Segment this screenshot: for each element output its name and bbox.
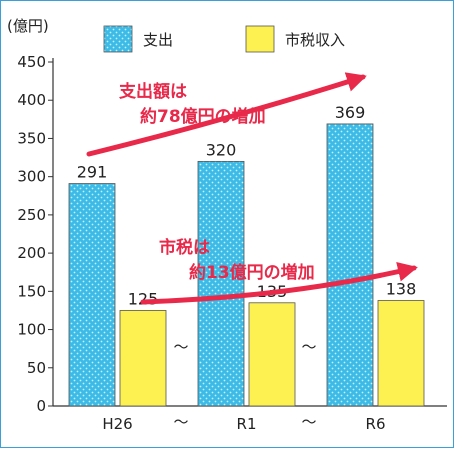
data-label: 369 bbox=[335, 103, 366, 122]
break-symbol: ～ bbox=[301, 413, 316, 431]
annotation-expenditure-line2: 約78億円の増加 bbox=[140, 106, 266, 127]
legend-swatch-tax-revenue bbox=[245, 25, 275, 53]
y-tick-label: 250 bbox=[17, 206, 46, 224]
legend: 支出 市税収入 bbox=[103, 25, 345, 53]
bar-tax-revenue-R1 bbox=[248, 302, 296, 407]
bar-tax-revenue-H26 bbox=[119, 310, 167, 407]
legend-label-expenditure: 支出 bbox=[143, 31, 173, 49]
x-tick-label: R6 bbox=[366, 415, 386, 433]
legend-swatch-expenditure bbox=[103, 25, 133, 53]
break-symbol: ～ bbox=[173, 338, 188, 356]
y-tick-label: 100 bbox=[17, 321, 46, 339]
x-tick-label: R1 bbox=[237, 415, 257, 433]
y-tick-label: 200 bbox=[17, 244, 46, 262]
y-tick-label: 50 bbox=[27, 359, 46, 377]
annotation-expenditure: 支出額は 約78億円の増加 bbox=[86, 72, 367, 157]
break-symbol: ～ bbox=[301, 338, 316, 356]
arrow-expenditure bbox=[86, 72, 367, 157]
data-label: 291 bbox=[77, 163, 108, 182]
arrow-tax bbox=[140, 261, 418, 305]
data-label: 138 bbox=[386, 280, 417, 299]
annotation-expenditure-line1: 支出額は bbox=[119, 81, 187, 102]
y-tick-label: 450 bbox=[17, 53, 46, 71]
axis-breaks: ～ ～ ～ ～ bbox=[173, 338, 316, 431]
y-tick-label: 350 bbox=[17, 129, 46, 147]
y-axis-label: (億円) bbox=[7, 17, 49, 35]
data-label: 320 bbox=[206, 140, 237, 159]
y-tick-label: 300 bbox=[17, 168, 46, 186]
y-tick-label: 400 bbox=[17, 91, 46, 109]
break-symbol: ～ bbox=[173, 413, 188, 431]
data-label: 125 bbox=[128, 289, 159, 308]
bar-expenditure-R1 bbox=[197, 160, 245, 407]
annotation-tax-line1: 市税は bbox=[159, 237, 210, 258]
x-axis: H26 R1 R6 bbox=[102, 415, 385, 433]
annotation-tax-line2: 約13億円の増加 bbox=[189, 262, 315, 283]
bar-tax-revenue-R6 bbox=[377, 300, 425, 407]
x-tick-label: H26 bbox=[102, 415, 132, 433]
y-tick-label: 0 bbox=[36, 397, 46, 415]
annotation-tax: 市税は 約13億円の増加 bbox=[140, 237, 418, 305]
y-tick-label: 150 bbox=[17, 282, 46, 300]
bar-expenditure-H26 bbox=[68, 183, 116, 407]
y-axis: 0 50 100 150 200 250 300 350 400 450 bbox=[17, 53, 447, 415]
legend-label-tax-revenue: 市税収入 bbox=[285, 31, 345, 49]
bar-expenditure-R6 bbox=[326, 123, 374, 407]
